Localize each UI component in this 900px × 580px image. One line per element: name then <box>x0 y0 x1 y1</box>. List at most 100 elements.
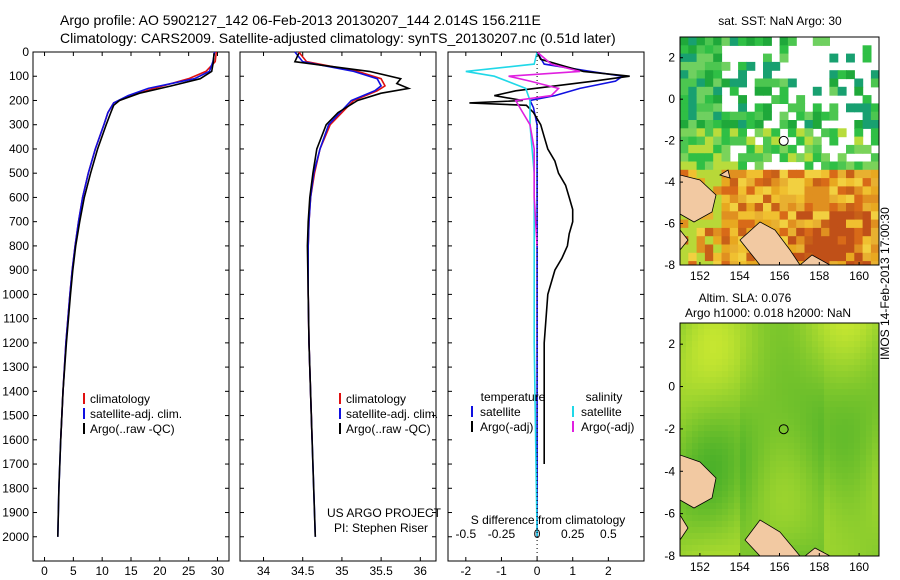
sla-cell <box>830 365 837 372</box>
sla-cell <box>842 473 849 480</box>
sla-cell <box>782 521 789 528</box>
sst-cell <box>837 169 847 179</box>
sst-cell <box>763 203 772 212</box>
sla-cell <box>854 485 861 492</box>
sla-cell <box>746 359 753 366</box>
sla-cell <box>842 437 849 444</box>
sla-cell <box>764 383 771 390</box>
sla-cell <box>710 371 717 378</box>
sla-cell <box>794 545 801 552</box>
sla-cell <box>776 413 783 420</box>
sla-cell <box>848 545 855 552</box>
sst-cell <box>729 236 739 246</box>
sla-cell <box>794 395 801 402</box>
legend-header-salinity: salinity <box>586 390 623 404</box>
sla-cell <box>698 533 705 540</box>
sla-cell <box>722 467 729 474</box>
sst-cell <box>746 203 756 212</box>
sla-cell <box>752 485 759 492</box>
sst-cell <box>721 37 731 46</box>
sla-cell <box>722 521 729 528</box>
sla-cell <box>836 521 843 528</box>
sla-cell <box>752 449 759 456</box>
sla-cell <box>722 407 729 414</box>
sla-cell <box>830 323 837 330</box>
sst-cell <box>870 211 879 221</box>
sla-cell <box>836 365 843 372</box>
sla-cell <box>836 479 843 486</box>
sla-cell <box>776 509 783 516</box>
sst-cell <box>821 169 830 179</box>
sla-cell <box>692 419 699 426</box>
sla-cell <box>728 491 735 498</box>
sla-cell <box>794 515 801 522</box>
sst-cell <box>854 186 864 196</box>
depth-tick-label: 1600 <box>2 433 29 447</box>
sla-cell <box>788 341 795 348</box>
sst-cell <box>713 252 723 262</box>
sst-cell <box>846 161 855 171</box>
land-polygon <box>680 514 689 541</box>
sla-cell <box>788 473 795 480</box>
sst-cell <box>829 261 839 265</box>
sla-cell <box>836 443 843 450</box>
sla-cell <box>860 413 867 420</box>
sla-cell <box>830 413 837 420</box>
sst-cell <box>779 111 789 121</box>
sst-cell <box>846 227 855 237</box>
sla-cell <box>680 365 687 372</box>
sla-cell <box>776 371 783 378</box>
sst-cell <box>713 186 723 196</box>
sla-cell <box>716 353 723 360</box>
sla-cell <box>764 413 771 420</box>
sla-cell <box>764 437 771 444</box>
sla-cell <box>734 467 741 474</box>
sla-cell <box>830 389 837 396</box>
sla-cell <box>872 347 879 354</box>
sla-cell <box>704 449 711 456</box>
sla-cell <box>734 449 741 456</box>
sla-cell <box>734 485 741 492</box>
sst-cell <box>870 128 879 138</box>
sla-cell <box>716 329 723 336</box>
sla-cell <box>698 551 705 556</box>
sla-cell <box>824 455 831 462</box>
sla-cell <box>800 359 807 366</box>
x-tick-label: 15 <box>124 564 138 578</box>
sst-cell <box>812 111 822 121</box>
sst-cell <box>787 120 797 129</box>
sla-cell <box>752 509 759 516</box>
sst-cell <box>854 203 864 212</box>
sla-cell <box>740 419 747 426</box>
sst-cell <box>787 153 797 163</box>
sst-cell <box>829 194 839 204</box>
sla-cell <box>872 503 879 510</box>
sla-cell <box>680 347 687 354</box>
sla-cell <box>872 455 879 462</box>
sla-cell <box>800 401 807 408</box>
sla-cell <box>722 473 729 480</box>
sst-cell <box>862 53 872 63</box>
sla-cell <box>746 347 753 354</box>
sst-cell <box>754 153 764 163</box>
sla-cell <box>692 323 699 330</box>
sla-cell <box>770 413 777 420</box>
sst-cell <box>746 178 756 187</box>
sla-cell <box>722 533 729 540</box>
sla-cell <box>830 557 837 564</box>
sla-cell <box>686 515 693 522</box>
sst-cell <box>696 103 706 113</box>
sla-cell <box>692 539 699 546</box>
sla-cell <box>830 497 837 504</box>
sla-cell <box>854 425 861 432</box>
sla-cell <box>758 365 765 372</box>
sla-cell <box>788 323 795 330</box>
sla-cell <box>788 359 795 366</box>
sla-cell <box>800 539 807 546</box>
sst-cell <box>829 178 839 187</box>
sla-cell <box>722 557 729 564</box>
sla-cell <box>872 353 879 360</box>
sst-cell <box>713 53 723 63</box>
sla-cell <box>770 401 777 408</box>
sst-cell <box>704 161 714 171</box>
